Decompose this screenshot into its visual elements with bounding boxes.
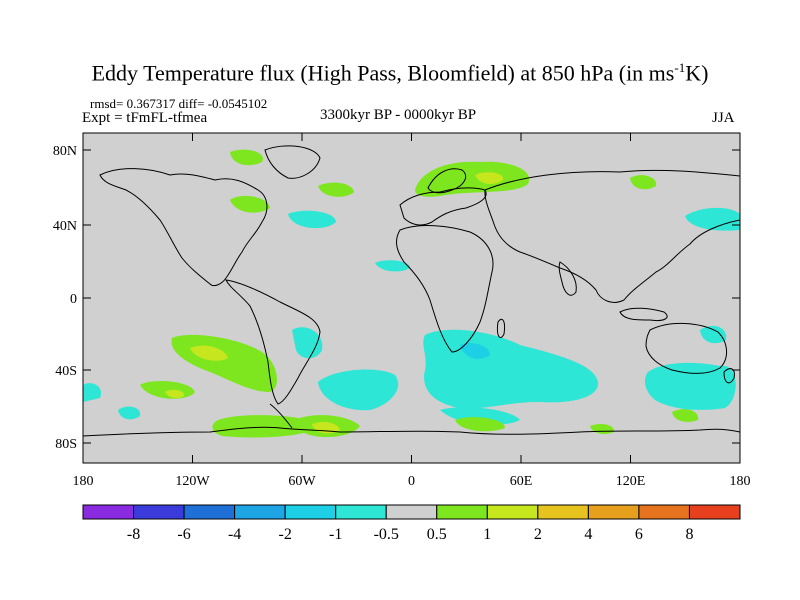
colorbar-swatch — [82, 504, 135, 520]
colorbar-swatch — [284, 504, 337, 520]
colorbar-swatch — [385, 504, 438, 520]
map-background — [83, 133, 740, 463]
colorbar-swatch — [688, 504, 741, 520]
colorbar-swatch — [537, 504, 589, 520]
anomaly-patch-greenland — [230, 149, 263, 166]
lon-tick-label: 120E — [616, 474, 646, 489]
anomaly-patch-atlantic-small — [375, 260, 410, 272]
lon-tick-label: 180 — [730, 474, 751, 489]
colorbar-labels: -8 -6 -4 -2 -1 -0.5 0.5 1 2 4 6 8 — [127, 526, 694, 543]
anomaly-fill-layer — [83, 149, 740, 438]
colorbar-swatch — [234, 504, 286, 520]
lat-tick-labels: 80N 40N 0 40S 80S — [53, 144, 77, 452]
experiment-label: Expt = tFmFL-tfmea — [82, 110, 208, 126]
anomaly-patch-pacific-north — [685, 207, 740, 231]
lat-tick-label: 80S — [55, 437, 77, 452]
coastlines — [83, 145, 740, 437]
anomaly-patch-tasman — [700, 325, 727, 344]
colorbar-label: 6 — [635, 526, 643, 543]
colorbar-swatch — [587, 504, 640, 520]
period-label: 3300kyr BP - 0000kyr BP — [320, 107, 477, 123]
anomaly-patch-hudson — [230, 195, 270, 213]
colorbar — [82, 504, 741, 520]
colorbar-label: -1 — [329, 526, 342, 543]
colorbar-label: -4 — [228, 526, 241, 543]
anomaly-patch-south-africa-tip — [460, 343, 490, 359]
lat-ticks — [83, 149, 740, 444]
colorbar-label: 0.5 — [427, 526, 447, 543]
colorbar-swatch — [335, 504, 387, 520]
anomaly-patch-chile — [292, 327, 323, 359]
lat-tick-label: 40S — [55, 364, 77, 379]
anomaly-patch-south-atlantic — [318, 369, 399, 411]
anomaly-patch-scandinavia-core — [475, 172, 504, 185]
colorbar-swatch — [638, 504, 690, 520]
colorbar-swatch — [436, 504, 488, 520]
lon-ticks — [82, 133, 741, 463]
lon-tick-label: 60E — [510, 474, 533, 489]
colorbar-label: 8 — [685, 526, 693, 543]
anomaly-patch-siberia — [630, 175, 657, 190]
anomaly-patch-drake — [212, 415, 320, 438]
anomaly-patch-atlantic-mid — [288, 210, 336, 229]
lat-tick-label: 80N — [53, 144, 77, 159]
colorbar-label: -6 — [177, 526, 190, 543]
lon-tick-labels: 180 120W 60W 0 60E 120E 180 — [73, 474, 751, 489]
colorbar-label: 4 — [584, 526, 592, 543]
colorbar-label: -0.5 — [374, 526, 399, 543]
lat-tick-label: 0 — [70, 292, 77, 307]
lat-tick-label: 40N — [53, 219, 77, 234]
anomaly-patch-antarctic-coast-east-2 — [672, 409, 699, 422]
anomaly-patch-small-cyan — [118, 406, 141, 420]
anomaly-patch-south-australia — [644, 362, 736, 410]
lon-tick-label: 120W — [175, 474, 210, 489]
colorbar-label: -8 — [127, 526, 140, 543]
anomaly-patch-north-atlantic — [318, 182, 354, 197]
colorbar-label: 1 — [483, 526, 491, 543]
plot-title: Eddy Temperature flux (High Pass, Bloomf… — [91, 60, 709, 86]
colorbar-swatch — [486, 504, 539, 520]
lon-tick-label: 180 — [73, 474, 94, 489]
colorbar-label: -2 — [278, 526, 291, 543]
lon-tick-label: 60W — [288, 474, 316, 489]
colorbar-label: 2 — [534, 526, 542, 543]
anomaly-patch-south-pacific-far-core — [165, 389, 185, 399]
anomaly-patch-scandinavia — [415, 161, 530, 197]
anomaly-patch-kerguelen — [455, 417, 505, 432]
rmsd-diff-text: rmsd= 0.367317 diff= -0.0545102 — [90, 96, 268, 111]
colorbar-swatch — [183, 504, 236, 520]
colorbar-swatch — [133, 504, 185, 520]
anomaly-patch-southwest-pacific — [83, 383, 102, 402]
season-label: JJA — [712, 110, 735, 126]
lon-tick-label: 0 — [408, 474, 415, 489]
anomaly-patch-south-pacific-core — [190, 345, 228, 361]
